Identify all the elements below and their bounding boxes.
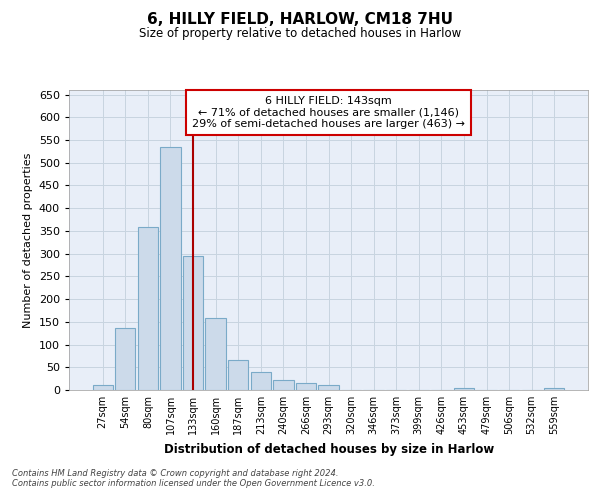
Bar — [296, 383, 316, 390]
Bar — [273, 380, 293, 390]
Bar — [205, 318, 226, 390]
Text: 6 HILLY FIELD: 143sqm
← 71% of detached houses are smaller (1,146)
29% of semi-d: 6 HILLY FIELD: 143sqm ← 71% of detached … — [192, 96, 465, 129]
Bar — [544, 388, 565, 390]
Bar — [319, 386, 338, 390]
Bar — [228, 360, 248, 390]
Bar — [92, 386, 113, 390]
Bar — [115, 328, 136, 390]
Y-axis label: Number of detached properties: Number of detached properties — [23, 152, 33, 328]
Bar — [138, 228, 158, 390]
Text: Size of property relative to detached houses in Harlow: Size of property relative to detached ho… — [139, 28, 461, 40]
Bar — [160, 147, 181, 390]
Text: 6, HILLY FIELD, HARLOW, CM18 7HU: 6, HILLY FIELD, HARLOW, CM18 7HU — [147, 12, 453, 28]
Text: Distribution of detached houses by size in Harlow: Distribution of detached houses by size … — [164, 442, 494, 456]
Text: Contains HM Land Registry data © Crown copyright and database right 2024.: Contains HM Land Registry data © Crown c… — [12, 469, 338, 478]
Text: Contains public sector information licensed under the Open Government Licence v3: Contains public sector information licen… — [12, 479, 375, 488]
Bar — [251, 372, 271, 390]
Bar — [183, 256, 203, 390]
Bar — [454, 388, 474, 390]
